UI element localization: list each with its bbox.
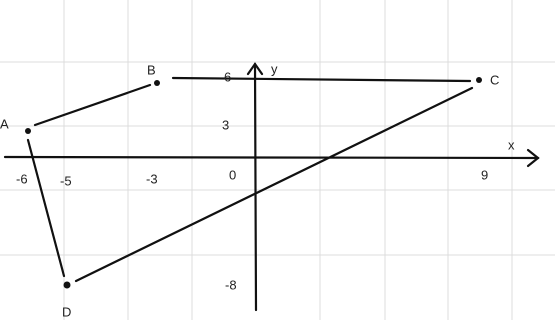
tick-label: -5 [60, 173, 72, 188]
axis-label: y [271, 61, 278, 76]
quadrilateral [25, 76, 482, 289]
point-label: D [62, 304, 71, 319]
point-label: C [490, 72, 499, 87]
point-label: B [147, 62, 156, 77]
tick-label: 9 [481, 167, 488, 182]
tick-label: 3 [222, 117, 229, 132]
axis-label: x [508, 137, 515, 152]
tick-label: -3 [146, 171, 158, 186]
point-label: A [0, 116, 9, 131]
tick-label: -6 [16, 171, 28, 186]
tick-label: 0 [229, 167, 236, 182]
tick-label: -8 [225, 277, 237, 292]
axes [3, 62, 540, 312]
tick-label: 6 [224, 69, 231, 84]
